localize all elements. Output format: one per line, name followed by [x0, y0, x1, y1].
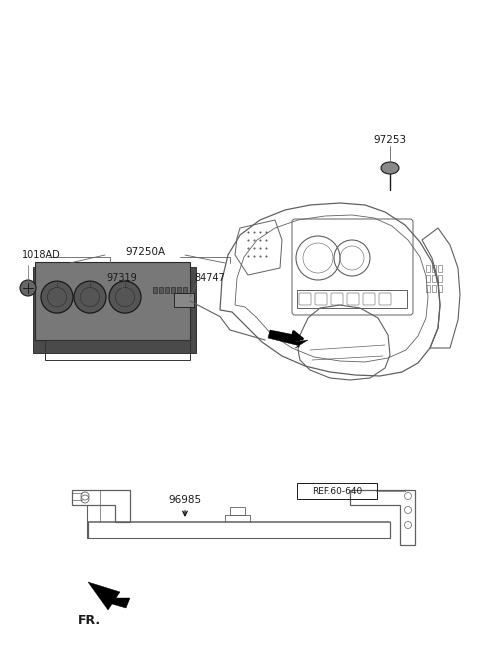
Text: 97250A: 97250A	[125, 247, 165, 257]
Text: 96985: 96985	[168, 495, 202, 505]
FancyBboxPatch shape	[35, 262, 190, 340]
Text: FR.: FR.	[78, 613, 101, 626]
FancyBboxPatch shape	[174, 293, 194, 307]
FancyBboxPatch shape	[33, 267, 196, 353]
Polygon shape	[268, 330, 308, 348]
FancyBboxPatch shape	[165, 287, 169, 293]
Text: REF.60-640: REF.60-640	[312, 487, 362, 495]
Circle shape	[74, 281, 106, 313]
FancyBboxPatch shape	[171, 287, 175, 293]
Ellipse shape	[381, 162, 399, 174]
FancyBboxPatch shape	[153, 287, 157, 293]
Text: 1018AD: 1018AD	[22, 250, 61, 260]
FancyBboxPatch shape	[159, 287, 163, 293]
Polygon shape	[88, 582, 130, 610]
Text: 97319: 97319	[107, 273, 137, 283]
FancyBboxPatch shape	[177, 287, 181, 293]
Circle shape	[41, 281, 73, 313]
Text: 84747: 84747	[194, 273, 226, 283]
Circle shape	[20, 280, 36, 296]
Text: 97253: 97253	[373, 135, 407, 145]
Circle shape	[109, 281, 141, 313]
FancyBboxPatch shape	[183, 287, 187, 293]
